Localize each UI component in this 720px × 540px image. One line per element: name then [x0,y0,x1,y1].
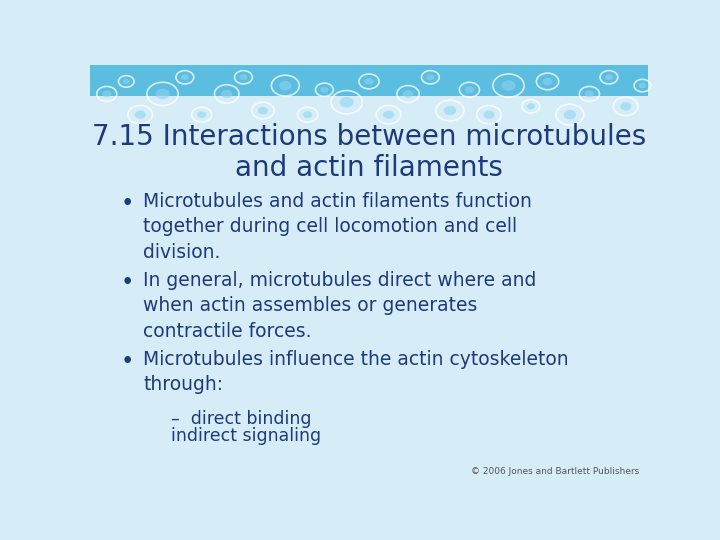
Circle shape [639,83,646,89]
Text: and actin filaments: and actin filaments [235,154,503,182]
Circle shape [364,78,374,85]
Circle shape [181,75,189,80]
Circle shape [102,91,112,97]
Text: •: • [121,271,134,294]
Bar [90,65,648,96]
Circle shape [426,75,434,80]
Circle shape [564,110,576,119]
Text: •: • [121,192,134,214]
Circle shape [197,111,206,118]
Circle shape [483,111,495,119]
Circle shape [465,86,474,93]
Text: •: • [121,349,134,373]
Circle shape [340,97,354,107]
Circle shape [620,102,631,111]
Circle shape [605,75,613,80]
Circle shape [135,111,145,119]
Circle shape [543,78,552,85]
Circle shape [383,111,394,119]
Text: Microtubules influence the actin cytoskeleton
through:: Microtubules influence the actin cytoske… [143,349,569,394]
Circle shape [501,80,516,91]
Circle shape [279,81,292,90]
Circle shape [303,111,312,118]
Circle shape [240,75,248,80]
Text: © 2006 Jones and Bartlett Publishers: © 2006 Jones and Bartlett Publishers [472,467,639,476]
Text: indirect signaling: indirect signaling [171,427,321,444]
Text: –  direct binding: – direct binding [171,410,312,428]
Text: In general, microtubules direct where and
when actin assembles or generates
cont: In general, microtubules direct where an… [143,271,536,341]
Circle shape [527,103,535,110]
Circle shape [320,87,328,93]
Text: Microtubules and actin filaments function
together during cell locomotion and ce: Microtubules and actin filaments functio… [143,192,532,262]
Circle shape [156,89,170,99]
Circle shape [585,91,594,97]
Circle shape [403,90,413,98]
Circle shape [444,106,456,115]
Circle shape [221,90,233,98]
Text: 7.15 Interactions between microtubules: 7.15 Interactions between microtubules [92,123,646,151]
Circle shape [258,107,268,114]
Circle shape [122,79,130,84]
